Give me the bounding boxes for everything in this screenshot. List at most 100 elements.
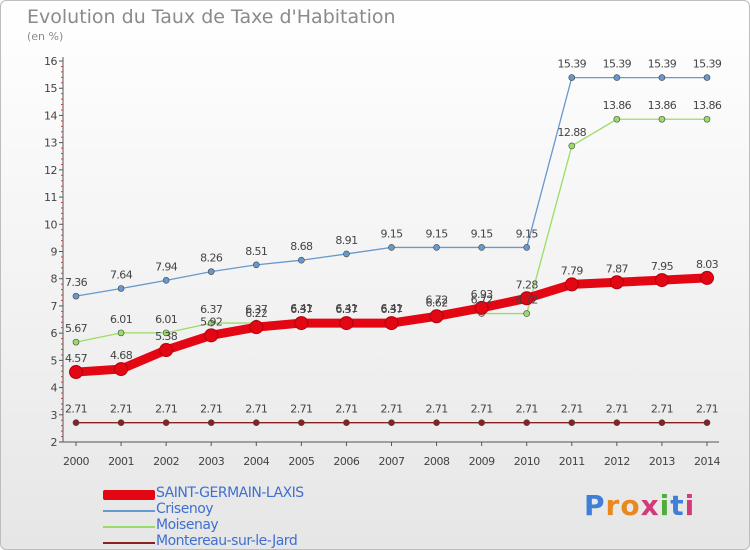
y-tick-label: 7	[51, 300, 58, 313]
data-label: 2.71	[200, 403, 222, 416]
data-point	[69, 365, 83, 380]
data-label: 5.67	[65, 322, 88, 335]
data-label: 2.71	[245, 403, 267, 416]
data-label: 9.15	[471, 227, 494, 240]
y-tick-label: 3	[51, 409, 58, 422]
y-tick-label: 12	[44, 164, 57, 177]
y-tick-label: 9	[51, 246, 58, 259]
data-point	[478, 244, 485, 251]
logo-letter: P	[584, 489, 606, 522]
x-tick-label: 2001	[108, 455, 134, 468]
data-point	[388, 244, 395, 251]
y-tick-label: 13	[44, 137, 57, 150]
logo-letter: r	[605, 489, 621, 522]
data-point	[613, 115, 621, 123]
x-tick-label: 2010	[514, 455, 540, 468]
data-point	[162, 419, 170, 426]
data-point	[72, 292, 80, 300]
data-label: 2.71	[110, 403, 132, 416]
data-point	[114, 362, 129, 377]
logo-letter: x	[640, 489, 660, 522]
data-label: 6.37	[245, 303, 268, 316]
data-label: 2.71	[426, 403, 448, 416]
data-label: 6.41	[335, 302, 357, 315]
data-point	[207, 319, 215, 327]
data-label: 6.22	[245, 307, 267, 320]
logo-letter: o	[620, 489, 641, 522]
data-label: 6.93	[471, 288, 494, 301]
data-point	[433, 244, 440, 251]
legend: SAINT-GERMAIN-LAXIS Crisenoy Moisenay Mo…	[103, 485, 363, 549]
legend-label: Montereau-sur-le-Jard	[156, 533, 298, 549]
data-label: 6.72	[516, 294, 538, 307]
data-point	[703, 115, 711, 123]
data-label: 8.68	[290, 240, 313, 253]
data-point	[523, 244, 531, 251]
data-label: 6.01	[155, 313, 177, 326]
data-label: 2.71	[155, 403, 177, 416]
data-label: 7.94	[155, 260, 178, 273]
data-label: 2.71	[696, 403, 718, 416]
data-point	[568, 142, 576, 150]
data-point	[703, 419, 711, 426]
data-label: 8.91	[335, 234, 357, 247]
data-point	[568, 419, 576, 426]
data-label: 15.39	[648, 58, 677, 71]
y-tick-label: 10	[44, 218, 57, 231]
data-point	[523, 419, 531, 426]
legend-item: Crisenoy	[103, 501, 363, 519]
x-tick-label: 2005	[288, 455, 314, 468]
logo-letter: t	[670, 489, 685, 522]
legend-swatch	[103, 490, 155, 500]
logo-letter: i	[659, 489, 671, 522]
data-point	[564, 277, 579, 292]
data-point	[613, 419, 621, 426]
data-point	[343, 250, 350, 258]
data-point	[658, 419, 666, 426]
data-label: 7.95	[651, 260, 674, 273]
data-label: 9.15	[516, 227, 539, 240]
legend-item: Moisenay	[103, 517, 363, 535]
data-label: 13.86	[648, 99, 677, 112]
data-point	[252, 419, 260, 426]
data-point	[429, 309, 444, 324]
data-point	[207, 268, 215, 275]
data-point	[117, 419, 125, 426]
data-label: 7.87	[606, 262, 629, 275]
data-point	[388, 419, 395, 426]
data-label: 9.15	[380, 227, 403, 240]
data-label: 2.71	[516, 403, 538, 416]
logo-letter: i	[684, 489, 696, 522]
data-point	[613, 74, 621, 81]
data-point	[339, 316, 354, 331]
data-label: 7.79	[561, 264, 584, 277]
data-label: 15.39	[603, 58, 632, 71]
legend-swatch	[103, 510, 155, 512]
data-label: 2.71	[335, 403, 357, 416]
data-label: 15.39	[693, 58, 722, 71]
data-label: 2.71	[651, 403, 673, 416]
chart-subtitle: (en %)	[27, 30, 64, 43]
data-point	[658, 115, 666, 123]
data-label: 2.71	[471, 403, 493, 416]
y-tick-label: 4	[51, 382, 58, 395]
data-label: 2.71	[606, 403, 628, 416]
data-label: 2.71	[561, 403, 583, 416]
data-label: 7.64	[110, 269, 133, 282]
y-tick-label: 11	[44, 191, 57, 204]
data-point	[252, 261, 260, 269]
x-tick-label: 2011	[559, 455, 585, 468]
data-point	[609, 275, 624, 290]
x-tick-label: 2014	[694, 455, 720, 468]
data-label: 7.28	[516, 278, 539, 291]
data-point	[162, 277, 170, 284]
x-tick-label: 2000	[63, 455, 89, 468]
data-label: 6.37	[200, 303, 223, 316]
data-label: 2.71	[290, 403, 312, 416]
data-label: 7.36	[65, 276, 88, 289]
data-point	[159, 343, 174, 358]
x-tick-label: 2007	[379, 455, 405, 468]
data-label: 6.72	[471, 294, 493, 307]
data-label: 9.15	[426, 227, 449, 240]
